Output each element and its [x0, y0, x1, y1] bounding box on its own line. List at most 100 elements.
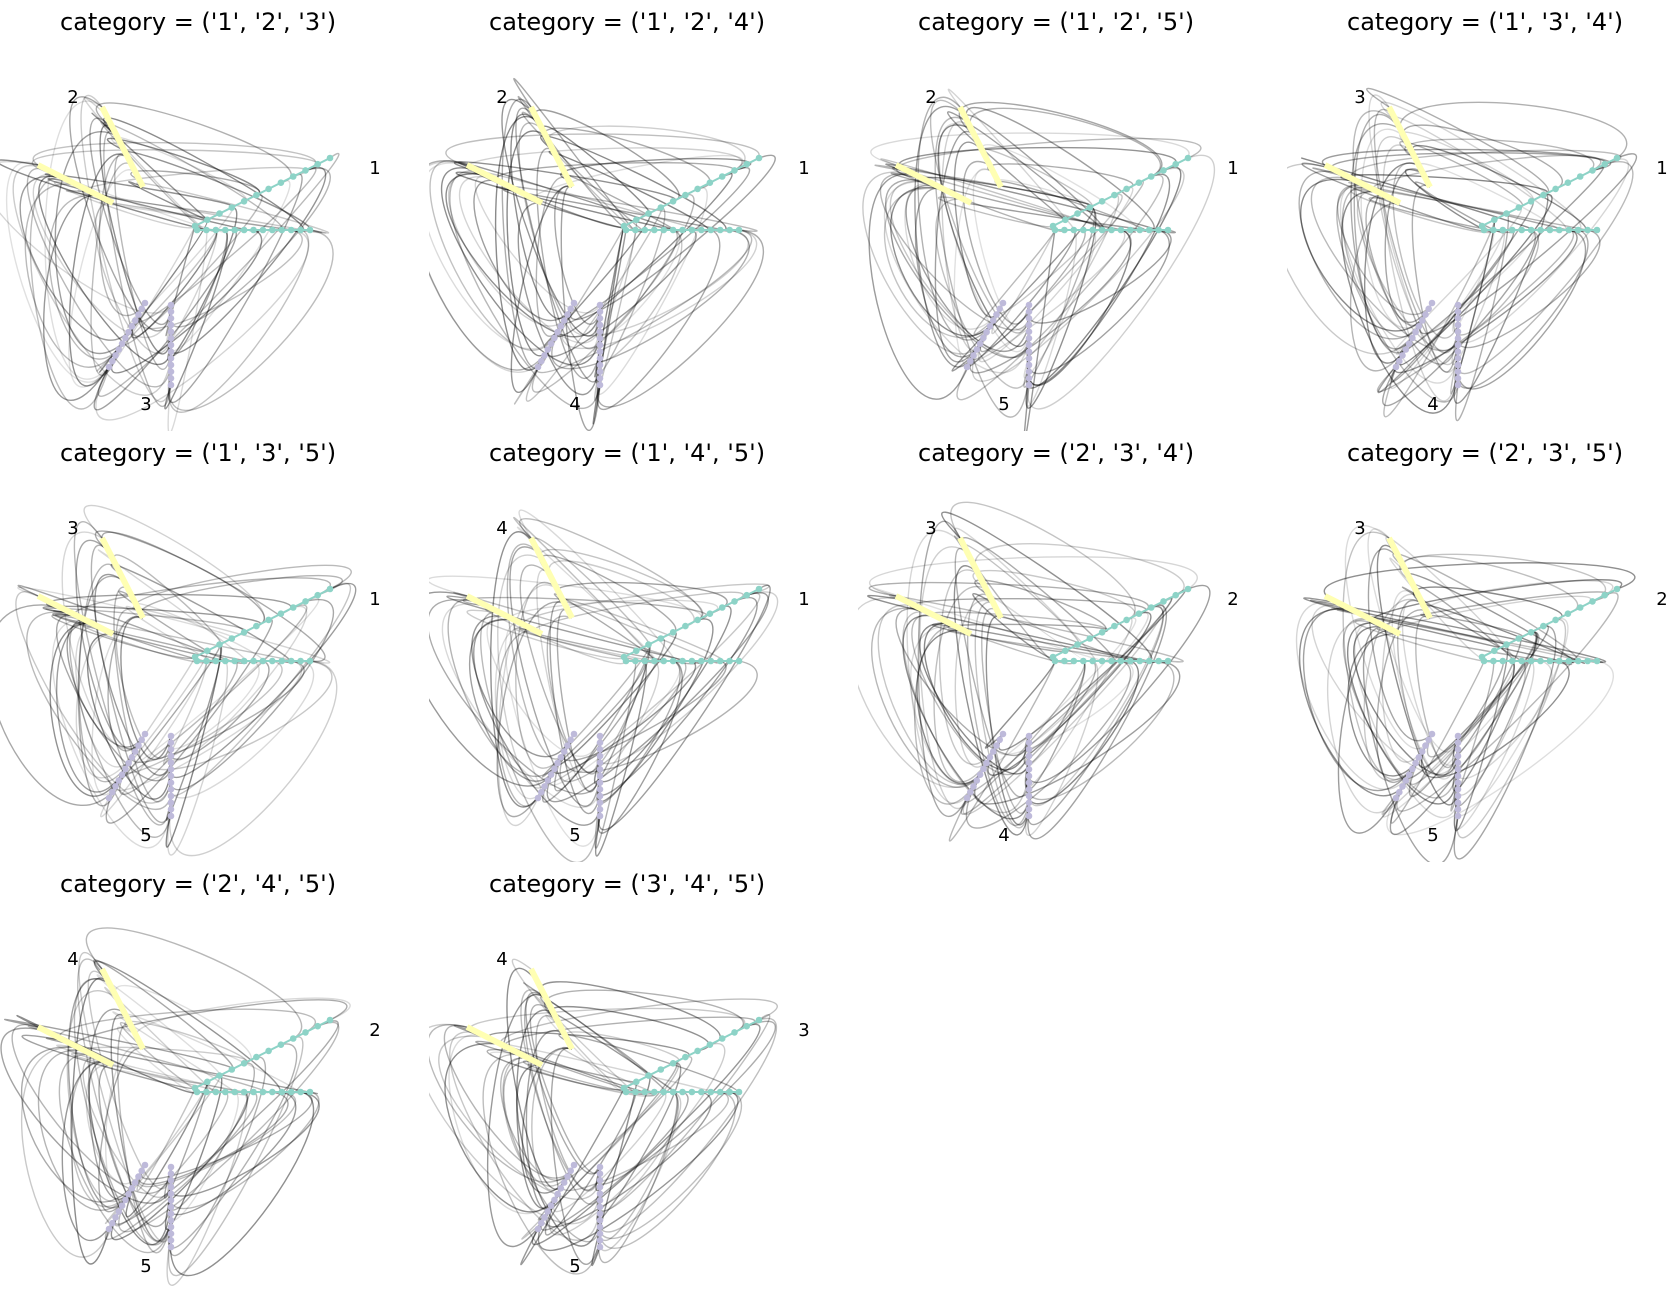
node-dot: [570, 299, 578, 307]
edge-curve: [110, 1013, 172, 1242]
node-dot: [1454, 739, 1462, 746]
edge-curve: [947, 111, 1067, 221]
node-dot: [167, 792, 175, 800]
axis-line: [528, 536, 575, 620]
axis-line: [465, 1024, 544, 1068]
node-dot: [567, 305, 574, 313]
axis-line: [528, 105, 575, 189]
edge-curve: [104, 1046, 144, 1198]
node-dot: [167, 739, 175, 746]
edge-curve: [889, 180, 1030, 359]
node-dot: [557, 323, 565, 330]
node-dot: [228, 1066, 236, 1073]
node-dot: [167, 772, 175, 780]
node-dot: [128, 323, 136, 330]
edge-curve: [973, 229, 1056, 335]
node-dot: [167, 1170, 175, 1177]
edge-curve: [77, 575, 125, 807]
edge-curve: [525, 206, 663, 402]
axis-label: 2: [369, 1020, 380, 1041]
edge-curve: [1347, 622, 1459, 805]
edge-curve: [535, 995, 637, 1094]
node-dot: [167, 348, 175, 356]
edge-curve: [1453, 229, 1540, 336]
edge-curve: [991, 229, 1056, 334]
node-dot: [118, 1202, 126, 1209]
edge-group: [0, 504, 357, 857]
node-dot: [1584, 657, 1591, 665]
edge-curve: [82, 166, 307, 197]
axis-line: [99, 536, 146, 620]
node-dot: [1537, 657, 1544, 665]
edge-curve: [32, 173, 172, 339]
node-dot: [735, 226, 743, 234]
edge-curve: [469, 1007, 746, 1035]
node-dot: [1086, 635, 1094, 642]
edge-curve: [83, 504, 265, 627]
edge-curve: [458, 161, 677, 232]
axis-line: [1052, 157, 1189, 227]
edge-curve: [429, 591, 562, 787]
edge-curve: [904, 183, 998, 330]
node-dot: [222, 226, 229, 234]
edge-curve: [595, 1074, 651, 1191]
node-dot: [326, 1016, 334, 1024]
node-dot: [560, 1179, 568, 1186]
edge-curve: [168, 660, 338, 857]
node-dot: [167, 321, 175, 329]
node-dot: [167, 752, 175, 760]
node-dot: [641, 1088, 649, 1096]
edge-curve: [547, 229, 697, 358]
node-dot: [641, 657, 649, 665]
node-dot: [570, 1161, 578, 1169]
edge-curve: [118, 590, 209, 652]
edge-curve: [55, 622, 130, 793]
node-dot: [1454, 375, 1462, 382]
hive-svg: 1 3 4: [1287, 87, 1668, 422]
edge-curve: [429, 599, 601, 795]
edge-curve: [535, 229, 753, 374]
edge-curve: [931, 623, 1067, 653]
edge-curve: [1376, 609, 1427, 784]
edge-curve: [513, 517, 657, 663]
edge-curve: [1453, 660, 1535, 830]
panel-title: category = ('2', '3', '4'): [918, 439, 1195, 467]
node-dot: [596, 746, 604, 753]
node-dot: [1490, 657, 1497, 665]
node-dot: [125, 759, 132, 767]
node-dot: [167, 335, 175, 342]
axis-label: 4: [998, 825, 1009, 846]
edge-curve: [519, 518, 703, 621]
edge-curve: [1349, 202, 1410, 372]
panel-title: category = ('1', '2', '3'): [60, 8, 337, 36]
node-dot: [306, 226, 314, 234]
node-dot: [314, 591, 322, 599]
node-dot: [993, 311, 1000, 318]
edge-curve: [453, 591, 686, 663]
node-dot: [970, 783, 977, 790]
axis-label: 1: [798, 589, 809, 610]
node-dot: [651, 226, 658, 234]
node-dot: [167, 368, 175, 376]
edge-group: [858, 501, 1211, 842]
edge-curve: [78, 563, 130, 783]
edge-curve: [1408, 660, 1504, 797]
node-dot: [1425, 305, 1432, 313]
edge-curve: [114, 153, 172, 371]
edge-curve: [1362, 626, 1459, 862]
axis-line: [528, 967, 575, 1051]
edge-curve: [531, 1047, 573, 1191]
node-dot: [278, 657, 286, 665]
node-dot: [118, 340, 126, 348]
edge-curve: [1025, 194, 1120, 357]
edge-curve: [971, 167, 1185, 382]
edge-curve: [500, 1057, 575, 1181]
edge-curve: [1025, 660, 1099, 837]
node-dot: [682, 622, 689, 630]
edge-curve: [524, 993, 601, 1205]
edge-curve: [1309, 599, 1508, 646]
hive-panel: category = ('2', '3', '4') 2 3 4: [858, 431, 1258, 862]
edge-curve: [128, 181, 209, 221]
node-dot: [1589, 167, 1596, 174]
edge-curve: [885, 163, 1159, 232]
